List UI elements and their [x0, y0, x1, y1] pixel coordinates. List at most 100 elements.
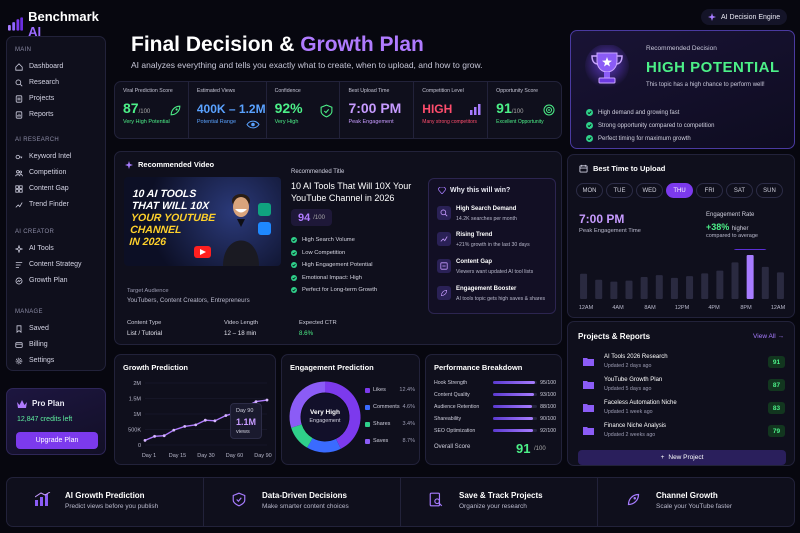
document-icon	[15, 94, 23, 103]
folder-icon	[583, 404, 594, 412]
metric-label: Viral Prediction Score	[123, 88, 173, 94]
day-tab-thu[interactable]: THU	[666, 183, 693, 198]
title-checklist: High Search Volume Low Competition High …	[291, 234, 377, 297]
sidebar-item-label: Keyword Intel	[29, 153, 72, 160]
project-row[interactable]: AI Tools 2026 Research Updated 2 days ag…	[580, 353, 785, 373]
y-tick-label: 500K	[128, 428, 141, 434]
decision-point-text: High demand and growing fast	[598, 109, 680, 116]
legend-swatch	[365, 438, 370, 444]
best-time-sub: Peak Engagement Time	[579, 228, 641, 234]
reason-title: High Search Demand	[456, 206, 517, 212]
growth-point	[265, 398, 269, 402]
engagement-donut-chart	[289, 381, 361, 453]
y-tick-label: 1M	[133, 412, 141, 418]
feature-data-driven[interactable]: Data-Driven Decisions Make smarter conte…	[204, 478, 401, 526]
growth-chart-icon	[35, 492, 51, 506]
decision-point-text: Strong opportunity compared to competiti…	[598, 122, 715, 129]
sidebar-item-label: Content Gap	[29, 185, 69, 192]
video-thumbnail[interactable]: 10 AI TOOLS THAT WILL 10X YOUR YOUTUBE C…	[124, 177, 281, 266]
growth-point	[162, 434, 166, 438]
engagement-rate-number: +38%	[706, 222, 730, 232]
day-tab-sat[interactable]: SAT	[726, 183, 753, 198]
donut-slice-shares	[291, 424, 313, 448]
sidebar-item-growth-plan[interactable]: Growth Plan	[15, 274, 103, 287]
sidebar-item-dashboard[interactable]: Dashboard	[15, 60, 103, 73]
sidebar-item-keyword-intel[interactable]: Keyword Intel	[15, 150, 103, 163]
check-circle-icon	[291, 249, 297, 256]
feature-channel-growth[interactable]: Channel Growth Scale your YouTube faster	[598, 478, 794, 526]
logo-text: Benchmark	[28, 9, 99, 24]
legend-label: Saves	[373, 438, 389, 444]
reason-desc: AI tools topic gets high saves & shares	[456, 296, 546, 302]
reason-item: Rising Trend +21% growth in the last 30 …	[437, 232, 552, 258]
check-text: Perfect for Long-term Growth	[302, 287, 378, 294]
sidebar-item-label: Reports	[29, 111, 54, 118]
tooltip-unit: views	[236, 429, 250, 435]
perf-value: 92/100	[540, 428, 556, 434]
sidebar-item-saved[interactable]: Saved	[15, 322, 103, 335]
sidebar-item-trend-finder[interactable]: Trend Finder	[15, 198, 103, 211]
day-tab-sun[interactable]: SUN	[756, 183, 783, 198]
engagement-rate-compare: compared to average	[706, 233, 758, 239]
sidebar-item-label: Trend Finder	[29, 201, 69, 208]
sidebar-item-label: Growth Plan	[29, 277, 68, 284]
logo[interactable]: Benchmark AI	[8, 9, 110, 39]
project-row[interactable]: YouTube Growth Plan Updated 5 days ago 8…	[580, 376, 785, 396]
rocket-icon	[627, 493, 640, 506]
perf-value: 88/100	[540, 404, 556, 410]
sidebar-item-content-strategy[interactable]: Content Strategy	[15, 258, 103, 271]
day-tab-fri[interactable]: FRI	[696, 183, 723, 198]
feature-desc: Scale your YouTube faster	[656, 503, 733, 510]
chatgpt-logo-icon	[258, 203, 271, 216]
day-tab-mon[interactable]: MON	[576, 183, 603, 198]
perf-row: Hook Strength 95/100	[434, 379, 556, 390]
hour-bar	[640, 277, 648, 299]
sidebar-item-settings[interactable]: Settings	[15, 354, 103, 367]
project-score-badge: 83	[768, 402, 785, 414]
sidebar-item-competition[interactable]: Competition	[15, 166, 103, 179]
day-tab-wed[interactable]: WED	[636, 183, 663, 198]
perf-row: Shareability 90/100	[434, 415, 556, 426]
check-circle-icon	[586, 122, 593, 129]
thumb-line: 10 AI TOOLS	[132, 188, 197, 200]
x-tick-label: 12AM	[579, 305, 594, 311]
document-search-icon	[429, 492, 443, 507]
growth-point	[213, 419, 217, 423]
check-text: High Search Volume	[302, 237, 355, 244]
metric-estimated-views: Estimated Views 400K – 1.2M Potential Ra…	[189, 82, 267, 138]
project-name: YouTube Growth Plan	[604, 377, 663, 383]
project-row[interactable]: Finance Niche Analysis Updated 2 weeks a…	[580, 422, 785, 442]
upgrade-plan-button[interactable]: Upgrade Plan	[16, 432, 98, 449]
title-score-suffix: /100	[313, 214, 325, 221]
project-row[interactable]: Faceless Automation Niche Updated 1 week…	[580, 399, 785, 419]
perf-row: Audience Retention 88/100	[434, 403, 556, 414]
day-tab-tue[interactable]: TUE	[606, 183, 633, 198]
reason-desc: +21% growth in the last 30 days	[456, 242, 530, 248]
sidebar-item-ai-tools[interactable]: AI Tools	[15, 242, 103, 255]
sidebar-item-billing[interactable]: Billing	[15, 338, 103, 351]
sidebar-item-projects[interactable]: Projects	[15, 92, 103, 105]
sidebar-item-research[interactable]: Research	[15, 76, 103, 89]
feature-save-track[interactable]: Save & Track Projects Organize your rese…	[401, 478, 598, 526]
growth-point	[203, 418, 207, 422]
day-selector: MON TUE WED THU FRI SAT SUN	[576, 183, 783, 198]
decision-point: Perfect timing for maximum growth	[586, 132, 714, 145]
feature-desc: Make smarter content choices	[262, 503, 349, 510]
new-project-button[interactable]: + New Project	[578, 450, 786, 465]
legend-value: 3.4%	[402, 421, 415, 427]
sidebar-item-content-gap[interactable]: Content Gap	[15, 182, 103, 195]
expected-ctr-label: Expected CTR	[299, 320, 337, 326]
view-all-link[interactable]: View All →	[753, 333, 784, 340]
legend-likes: Likes 12.4%	[365, 387, 415, 393]
perf-bar	[493, 381, 535, 384]
ai-decision-engine-badge[interactable]: AI Decision Engine	[701, 9, 788, 25]
app-logo-icon	[258, 222, 271, 235]
thumbnail-text: 10 AI TOOLS THAT WILL 10X YOUR YOUTUBE C…	[129, 188, 218, 248]
check-item: High Engagement Potential	[291, 259, 377, 272]
feature-ai-growth[interactable]: AI Growth Prediction Predict views befor…	[7, 478, 204, 526]
perf-value: 93/100	[540, 392, 556, 398]
thumb-line: CHANNEL	[129, 224, 182, 236]
perf-row: Content Quality 93/100	[434, 391, 556, 402]
tooltip-value: 1.1M	[236, 417, 257, 427]
sidebar-item-reports[interactable]: Reports	[15, 108, 103, 121]
